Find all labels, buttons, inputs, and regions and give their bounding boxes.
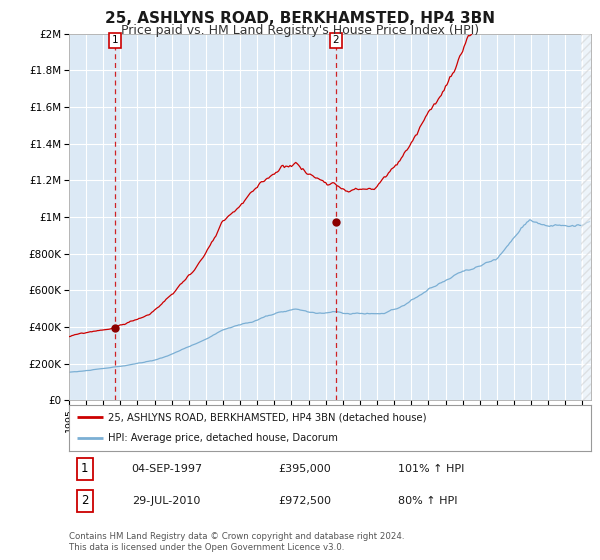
Bar [581, 34, 591, 400]
Text: 1: 1 [112, 35, 118, 45]
Text: Contains HM Land Registry data © Crown copyright and database right 2024.
This d: Contains HM Land Registry data © Crown c… [69, 532, 404, 552]
Text: 25, ASHLYNS ROAD, BERKHAMSTED, HP4 3BN: 25, ASHLYNS ROAD, BERKHAMSTED, HP4 3BN [105, 11, 495, 26]
Text: Price paid vs. HM Land Registry's House Price Index (HPI): Price paid vs. HM Land Registry's House … [121, 24, 479, 36]
Text: 2: 2 [332, 35, 339, 45]
Text: 1: 1 [81, 463, 88, 475]
Text: 2: 2 [81, 494, 88, 507]
Text: 04-SEP-1997: 04-SEP-1997 [131, 464, 203, 474]
Bar [581, 34, 591, 400]
Text: 29-JUL-2010: 29-JUL-2010 [131, 496, 200, 506]
Text: 101% ↑ HPI: 101% ↑ HPI [398, 464, 464, 474]
Text: £972,500: £972,500 [278, 496, 331, 506]
Text: 80% ↑ HPI: 80% ↑ HPI [398, 496, 457, 506]
Text: £395,000: £395,000 [278, 464, 331, 474]
Text: 25, ASHLYNS ROAD, BERKHAMSTED, HP4 3BN (detached house): 25, ASHLYNS ROAD, BERKHAMSTED, HP4 3BN (… [108, 412, 427, 422]
Text: HPI: Average price, detached house, Dacorum: HPI: Average price, detached house, Daco… [108, 433, 338, 444]
